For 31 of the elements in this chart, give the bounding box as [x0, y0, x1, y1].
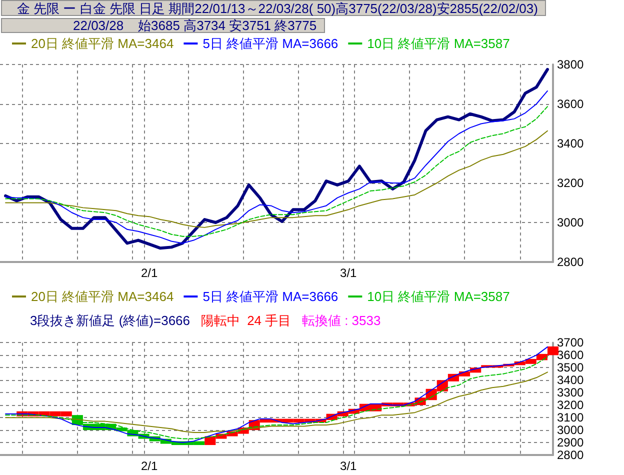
text: 3段抜き新値足 (終値)=3666 [30, 313, 190, 328]
y-tick-label: 2800 [557, 255, 584, 269]
y-tick-label: 3800 [557, 58, 584, 72]
y-tick-label: 3600 [557, 97, 584, 111]
text: 陽転中 24 手目 [200, 313, 292, 328]
chart-subtitle: 22/03/28 始3685 高3734 安3751 終3775 [73, 18, 317, 33]
y-tick-label: 3000 [557, 216, 584, 230]
y-tick-label: 3600 [557, 348, 584, 362]
x-tick-label: 2/1 [140, 266, 158, 280]
y-tick-label: 3300 [557, 386, 584, 400]
legend-label: 20日 終値平滑 MA=3464 [31, 36, 174, 51]
x-tick-label: 3/1 [340, 266, 358, 280]
legend-label: 5日 終値平滑 MA=3666 [202, 36, 338, 51]
y-tick-label: 3200 [557, 398, 584, 412]
legend-label: 10日 終値平滑 MA=3587 [367, 289, 510, 304]
y-tick-label: 2800 [557, 448, 584, 462]
y-tick-label: 3100 [557, 410, 584, 425]
y-tick-label: 3700 [557, 336, 584, 350]
y-tick-label: 3000 [557, 423, 584, 438]
x-tick-label: 2/1 [140, 459, 158, 473]
chart-title: 金 先限 ー 白金 先限 日足 期間22/01/13～22/03/28( 50)高3775(22/03/28)安2855(22/02/03) [17, 1, 538, 16]
x-tick-label: 3/1 [340, 459, 358, 473]
y-tick-label: 3400 [557, 373, 584, 388]
text: 転換値 : 3533 [302, 313, 381, 328]
legend-label: 5日 終値平滑 MA=3666 [202, 289, 338, 304]
y-tick-label: 3200 [557, 176, 584, 190]
legend-label: 10日 終値平滑 MA=3587 [367, 36, 510, 51]
y-tick-label: 2900 [557, 436, 584, 450]
legend-label: 20日 終値平滑 MA=3464 [31, 289, 174, 304]
y-tick-label: 3400 [557, 136, 584, 150]
y-tick-label: 3500 [557, 360, 584, 375]
